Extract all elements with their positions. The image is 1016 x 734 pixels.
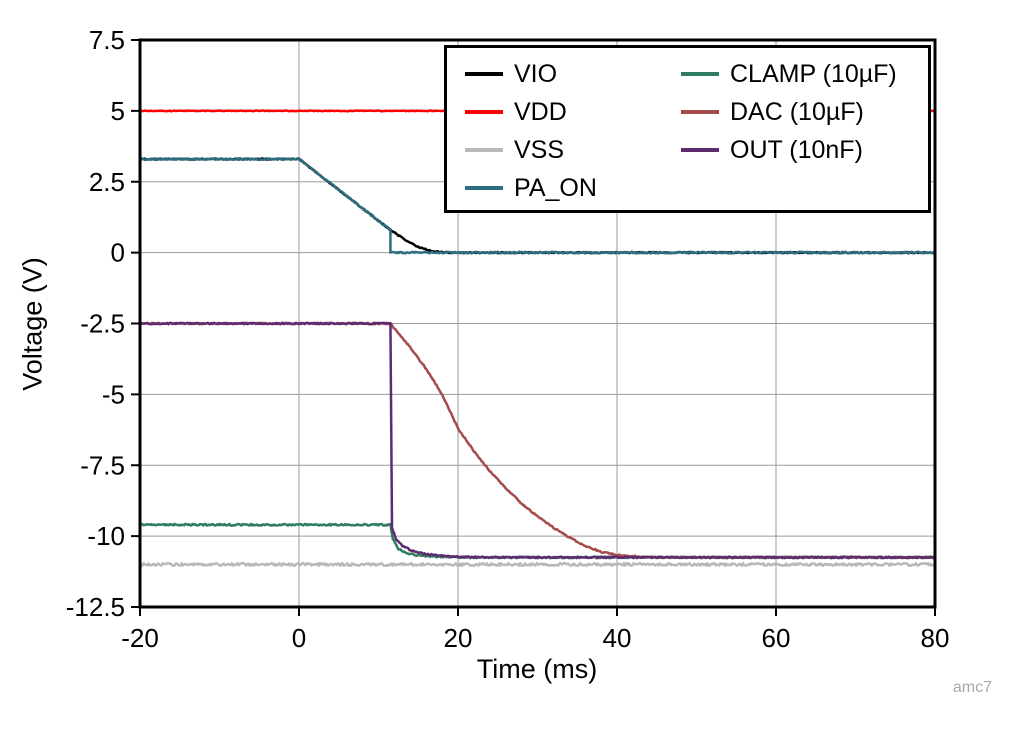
y-axis-title: Voltage (V) [17, 257, 48, 391]
legend: VIO VDD VSS PA_ON CLAMP (10µF) DAC (10µF) OUT … [444, 45, 931, 213]
legend-column: VIO VDD VSS PA_ON [465, 55, 681, 210]
legend-label: DAC (10µF) [730, 97, 864, 126]
y-tick-label: -12.5 [66, 592, 125, 622]
legend-line-sample [681, 110, 719, 114]
trace-pa_on [139, 157, 936, 255]
legend-line-sample [465, 186, 503, 190]
x-tick-label: 0 [292, 623, 306, 653]
x-tick-label: -20 [121, 623, 159, 653]
legend-label: VSS [514, 135, 565, 164]
legend-item-pa_on: PA_ON [465, 169, 681, 207]
y-tick-label: 5 [111, 96, 125, 126]
watermark: amc7 [952, 679, 992, 696]
y-tick-label: -7.5 [80, 450, 125, 480]
y-tick-label: 0 [111, 238, 125, 268]
x-tick-label: 20 [444, 623, 473, 653]
y-tick-label: -2.5 [80, 309, 125, 339]
legend-line-sample [465, 72, 503, 76]
x-tick-label: 60 [762, 623, 791, 653]
legend-label: VIO [514, 59, 558, 88]
legend-line-sample [465, 148, 503, 152]
legend-label: OUT (10nF) [730, 135, 863, 164]
legend-item-vss: VSS [465, 131, 681, 169]
legend-line-sample [681, 72, 719, 76]
trace-dac [139, 321, 936, 560]
x-tick-label: 80 [921, 623, 950, 653]
legend-column: CLAMP (10µF) DAC (10µF) OUT (10nF) [681, 55, 897, 210]
y-tick-label: -10 [87, 521, 125, 551]
legend-item-clamp: CLAMP (10µF) [681, 55, 897, 93]
y-tick-label: 2.5 [89, 167, 125, 197]
legend-item-vio: VIO [465, 55, 681, 93]
legend-label: VDD [514, 97, 567, 126]
y-tick-label: -5 [102, 379, 125, 409]
legend-item-out: OUT (10nF) [681, 131, 897, 169]
legend-line-sample [681, 148, 719, 152]
x-tick-label: 40 [603, 623, 632, 653]
trace-out [139, 321, 936, 560]
legend-line-sample [465, 110, 503, 114]
x-axis-title: Time (ms) [476, 654, 598, 684]
legend-item-dac: DAC (10µF) [681, 93, 897, 131]
y-tick-label: 7.5 [89, 25, 125, 55]
trace-vss [139, 561, 936, 567]
legend-label: CLAMP (10µF) [730, 59, 897, 88]
trace-clamp [139, 522, 936, 560]
tick-marks [131, 39, 936, 616]
legend-label: PA_ON [514, 173, 597, 202]
legend-item-vdd: VDD [465, 93, 681, 131]
